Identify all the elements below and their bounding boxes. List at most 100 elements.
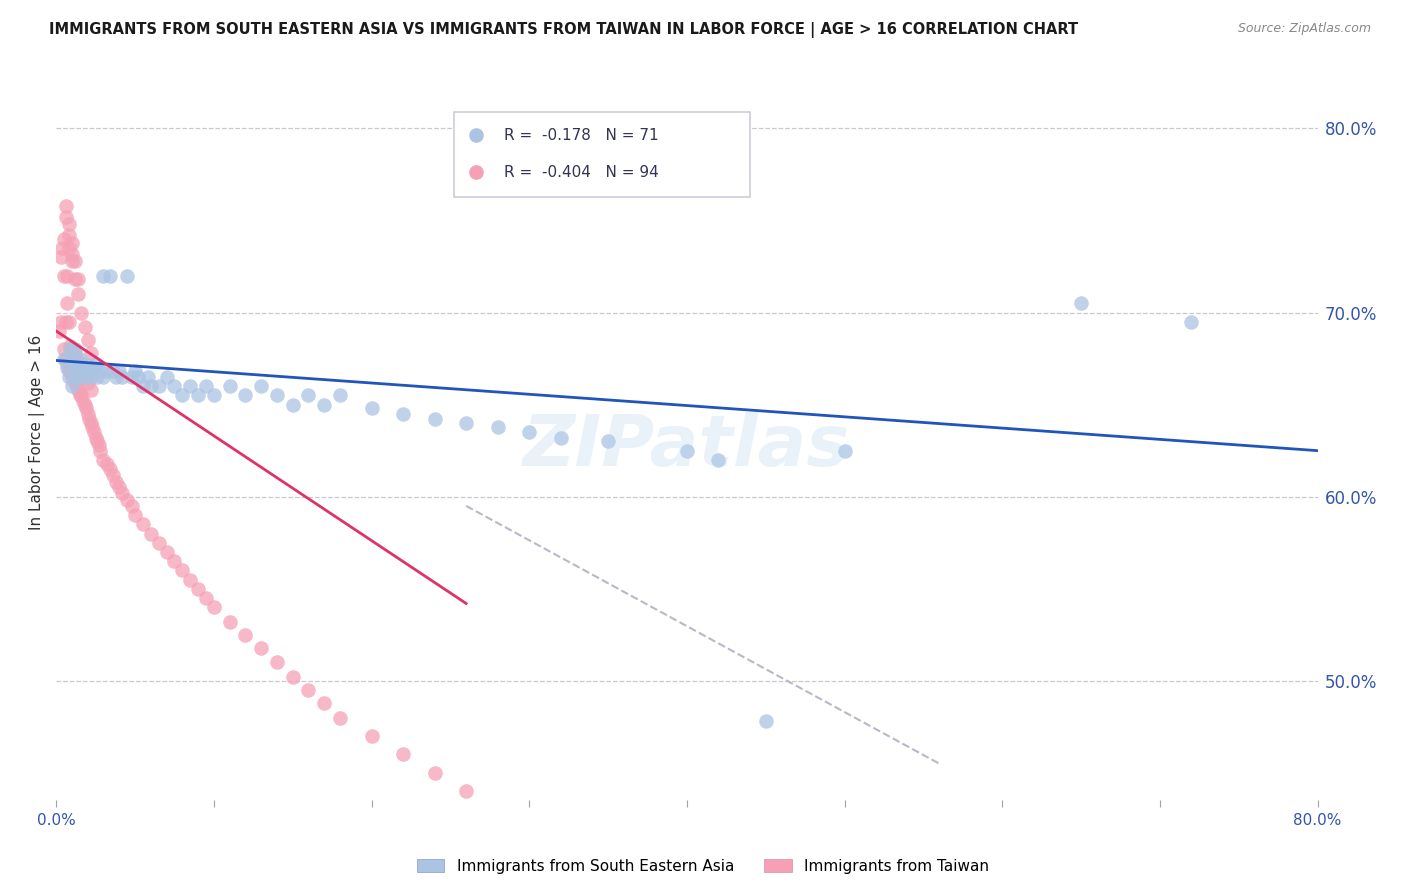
Point <box>63 254 86 268</box>
Point <box>163 554 186 568</box>
Point <box>392 407 415 421</box>
Point <box>70 388 93 402</box>
Point <box>76 376 98 390</box>
Point <box>75 401 97 416</box>
Point <box>105 475 128 489</box>
Point <box>132 517 155 532</box>
Point <box>755 714 778 729</box>
Point <box>486 419 509 434</box>
Point <box>66 379 89 393</box>
Point <box>314 398 336 412</box>
Point <box>187 582 209 596</box>
Point <box>83 425 105 440</box>
Point <box>101 467 124 482</box>
Point <box>250 640 273 655</box>
Point <box>63 272 86 286</box>
Point <box>80 416 103 430</box>
Point <box>55 315 77 329</box>
Point <box>58 228 80 243</box>
Point <box>1070 296 1092 310</box>
Point <box>72 393 94 408</box>
Point <box>202 388 225 402</box>
Point <box>87 438 110 452</box>
Point <box>155 370 177 384</box>
Point <box>67 272 90 286</box>
Point <box>360 729 382 743</box>
Point <box>83 360 105 375</box>
Point <box>60 343 83 357</box>
Point <box>63 370 86 384</box>
Point <box>124 508 146 522</box>
Point <box>62 360 84 375</box>
Point <box>108 364 131 378</box>
Point <box>86 434 108 449</box>
Point <box>63 376 86 390</box>
Point <box>58 364 80 378</box>
Point <box>76 333 98 347</box>
Point <box>124 364 146 378</box>
Point <box>139 526 162 541</box>
Point <box>48 324 70 338</box>
Point <box>360 401 382 416</box>
Point <box>66 351 89 366</box>
Point <box>148 379 170 393</box>
Point <box>58 241 80 255</box>
Point <box>55 210 77 224</box>
Point <box>93 453 115 467</box>
Point <box>53 268 76 283</box>
Point <box>235 388 257 402</box>
Point <box>60 351 83 366</box>
Text: IMMIGRANTS FROM SOUTH EASTERN ASIA VS IMMIGRANTS FROM TAIWAN IN LABOR FORCE | AG: IMMIGRANTS FROM SOUTH EASTERN ASIA VS IM… <box>49 22 1078 38</box>
Text: R =  -0.178   N = 71: R = -0.178 N = 71 <box>503 128 658 143</box>
Point <box>60 379 83 393</box>
Point <box>93 370 115 384</box>
Point <box>70 370 93 384</box>
Point <box>69 388 91 402</box>
Point <box>83 364 105 378</box>
Point <box>139 379 162 393</box>
Point <box>70 305 93 319</box>
Point <box>456 416 478 430</box>
Point <box>89 443 111 458</box>
Point <box>62 370 84 384</box>
Legend: Immigrants from South Eastern Asia, Immigrants from Taiwan: Immigrants from South Eastern Asia, Immi… <box>411 853 995 880</box>
Point <box>49 315 72 329</box>
Point <box>172 388 194 402</box>
Point <box>73 320 96 334</box>
Point <box>60 254 83 268</box>
Point <box>60 370 83 384</box>
Point <box>59 343 82 357</box>
Point <box>67 287 90 301</box>
Point <box>676 443 699 458</box>
Point <box>115 268 138 283</box>
Point <box>55 199 77 213</box>
Point <box>314 696 336 710</box>
Point <box>69 360 91 375</box>
Point <box>59 339 82 353</box>
Point <box>73 370 96 384</box>
Point <box>105 370 128 384</box>
Point <box>79 364 101 378</box>
Point <box>235 628 257 642</box>
Point <box>79 412 101 426</box>
Point <box>55 351 77 366</box>
Point <box>423 765 446 780</box>
Point <box>66 364 89 378</box>
Point <box>93 268 115 283</box>
Point <box>62 351 84 366</box>
Point <box>281 670 304 684</box>
Point <box>76 407 98 421</box>
Point <box>1180 315 1202 329</box>
Point <box>60 235 83 250</box>
Point <box>67 357 90 371</box>
Point <box>250 379 273 393</box>
Point <box>69 364 91 378</box>
Point <box>163 379 186 393</box>
Point <box>101 364 124 378</box>
Point <box>73 370 96 384</box>
Point <box>108 481 131 495</box>
Point <box>194 591 217 605</box>
Point <box>132 379 155 393</box>
Point <box>98 462 121 476</box>
Point <box>53 351 76 366</box>
